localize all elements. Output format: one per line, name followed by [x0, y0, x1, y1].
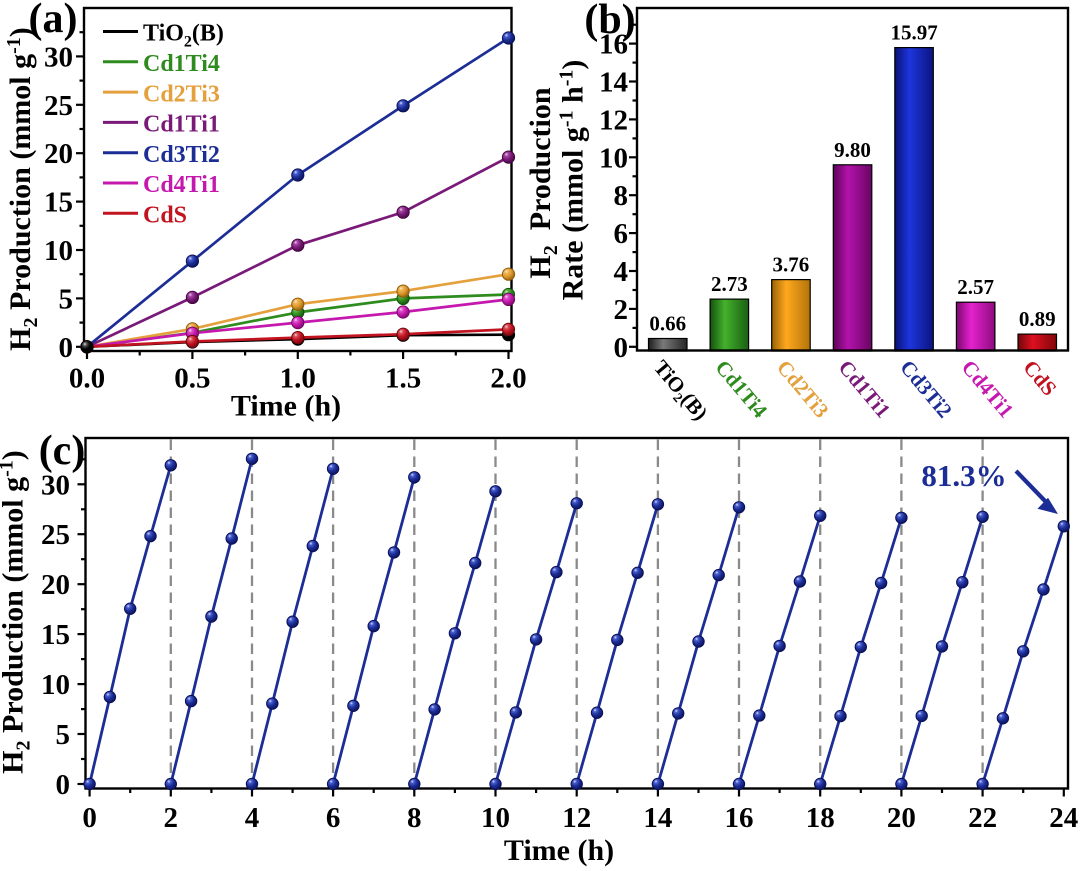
svg-text:Cd2Ti3: Cd2Ti3 [143, 81, 220, 107]
svg-text:8: 8 [614, 180, 629, 212]
svg-text:1.0: 1.0 [280, 363, 316, 395]
svg-text:H2 Production: H2 Production [524, 87, 562, 278]
svg-text:0: 0 [614, 332, 629, 364]
svg-text:20: 20 [44, 138, 73, 170]
svg-text:4: 4 [614, 256, 629, 288]
svg-text:H2 Production (mmol g-1): H2 Production (mmol g-1) [3, 27, 42, 351]
svg-text:20: 20 [887, 802, 916, 834]
svg-text:0: 0 [82, 802, 97, 834]
svg-text:15: 15 [41, 619, 70, 651]
svg-text:2: 2 [164, 802, 179, 834]
svg-text:H2 Production (mmol g-1): H2 Production (mmol g-1) [0, 450, 35, 774]
svg-text:CdS: CdS [143, 203, 187, 229]
svg-text:2.73: 2.73 [711, 272, 748, 296]
svg-text:Cd3Ti2: Cd3Ti2 [143, 142, 220, 168]
svg-text:5: 5 [56, 719, 71, 751]
svg-text:(a): (a) [29, 0, 78, 42]
svg-text:15.97: 15.97 [890, 21, 937, 45]
svg-text:10: 10 [41, 669, 70, 701]
svg-text:Time (h): Time (h) [504, 834, 614, 867]
svg-text:0.66: 0.66 [649, 312, 686, 336]
svg-text:18: 18 [806, 802, 835, 834]
svg-text:0.0: 0.0 [69, 363, 105, 395]
svg-text:10: 10 [481, 802, 510, 834]
svg-text:Cd1Ti4: Cd1Ti4 [143, 51, 220, 77]
svg-text:2.0: 2.0 [490, 363, 526, 395]
svg-text:6: 6 [614, 218, 629, 250]
svg-text:0: 0 [56, 769, 71, 801]
svg-text:10: 10 [599, 142, 628, 174]
svg-text:Cd1Ti1: Cd1Ti1 [143, 112, 220, 138]
svg-text:14: 14 [599, 67, 628, 99]
svg-text:25: 25 [44, 90, 73, 122]
svg-text:5: 5 [59, 283, 74, 315]
svg-text:9.80: 9.80 [834, 138, 871, 162]
svg-text:2.57: 2.57 [957, 275, 994, 299]
svg-text:30: 30 [41, 469, 70, 501]
svg-text:30: 30 [44, 41, 73, 73]
svg-text:2: 2 [614, 294, 629, 326]
svg-text:(b): (b) [584, 0, 635, 43]
svg-text:10: 10 [44, 235, 73, 267]
svg-text:1.5: 1.5 [385, 363, 421, 395]
svg-text:12: 12 [599, 104, 628, 136]
svg-text:4: 4 [245, 802, 260, 834]
svg-text:0.89: 0.89 [1019, 307, 1056, 331]
svg-text:TiO2(B): TiO2(B) [143, 21, 224, 51]
svg-text:0: 0 [59, 332, 74, 364]
svg-text:14: 14 [643, 802, 672, 834]
svg-text:15: 15 [44, 187, 73, 219]
svg-text:25: 25 [41, 519, 70, 551]
svg-text:24: 24 [1049, 802, 1078, 834]
svg-text:12: 12 [562, 802, 591, 834]
svg-text:Rate (mmol g-1 h-1): Rate (mmol g-1 h-1) [556, 60, 590, 301]
svg-text:Time (h): Time (h) [231, 390, 341, 423]
svg-text:16: 16 [599, 29, 628, 61]
svg-text:16: 16 [725, 802, 754, 834]
svg-text:20: 20 [41, 569, 70, 601]
svg-text:8: 8 [407, 802, 422, 834]
svg-text:6: 6 [326, 802, 341, 834]
svg-text:22: 22 [968, 802, 997, 834]
svg-text:(c): (c) [39, 428, 86, 474]
svg-text:3.76: 3.76 [773, 253, 810, 277]
svg-text:81.3%: 81.3% [921, 458, 1006, 493]
svg-text:Cd4Ti1: Cd4Ti1 [143, 172, 220, 198]
svg-text:0.5: 0.5 [174, 363, 210, 395]
